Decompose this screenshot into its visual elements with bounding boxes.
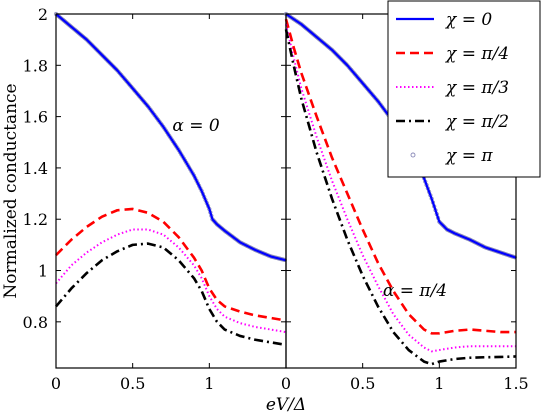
legend-box (387, 0, 541, 178)
series-chi-pi-marker (335, 53, 340, 58)
x-axis-label: eV/Δ (266, 395, 306, 415)
panel-alpha-pi4-label: α = π/4 (383, 281, 447, 301)
legend-item-chi-pi2: χ = π/2 (396, 112, 509, 132)
series-chi-pi4-panel-1 (284, 18, 516, 335)
series-chi-pi-marker (338, 56, 343, 61)
panel-alpha-0-label: α = 0 (172, 116, 220, 136)
series-chi-0-panel-0 (55, 13, 287, 262)
legend-label: χ = π/2 (445, 112, 509, 132)
legend-item-chi-pi4: χ = π/4 (396, 44, 509, 64)
legend-item-chi-pi: χ = π (410, 146, 493, 166)
series-chi-pi-marker (102, 55, 107, 60)
series-chi-pi-marker (332, 50, 337, 55)
y-tick-label: 1.4 (23, 159, 48, 178)
x-tick-label: 0.5 (120, 374, 145, 393)
series-chi-pi-marker (331, 48, 336, 54)
x-tick-label: 1.5 (503, 374, 528, 393)
legend-label: χ = π/4 (445, 44, 509, 64)
y-tick-label: 0.8 (23, 313, 48, 332)
legend-item-chi-0: χ = 0 (396, 10, 492, 30)
y-tick-label: 1.8 (23, 56, 48, 75)
legend-swatch (410, 152, 416, 158)
series-chi-pi-marker (339, 57, 344, 62)
series-chi-pi-marker (342, 60, 348, 66)
series-chi-pi-marker (110, 63, 115, 68)
y-tick-label: 2 (38, 5, 48, 24)
y-tick-labels: 2 1.8 1.6 1.4 1.2 1 0.8 (23, 5, 48, 332)
legend-label: χ = 0 (445, 10, 492, 30)
series-chi-pi-marker (333, 51, 338, 56)
y-tick-label: 1.2 (23, 210, 48, 229)
y-tick-label: 1.6 (23, 108, 48, 127)
series-chi-pi-marker (103, 56, 108, 61)
panel-alpha-0: 0 0.5 1 α = 0 (51, 11, 287, 393)
x-tick-label: 0 (281, 374, 291, 393)
x-tick-label: 1 (434, 374, 444, 393)
series-chi-pi4-panel-0 (55, 207, 287, 322)
legend-item-chi-pi3: χ = π/3 (396, 78, 509, 98)
series-chi-pi-marker (112, 65, 118, 71)
series-chi-pi-marker (106, 60, 112, 65)
series-chi-pi-marker (101, 54, 106, 59)
series-chi-pi2-panel-1 (284, 29, 517, 366)
legend-label: χ = π/3 (445, 78, 509, 98)
series-chi-pi-marker (99, 52, 105, 58)
legend: χ = 0 χ = π/4 χ = π/3 χ = π/2 χ = π (387, 0, 541, 178)
series-chi-pi-marker (104, 57, 109, 62)
series-chi-pi3-panel-1 (285, 24, 516, 353)
series-chi-pi-marker (109, 62, 114, 67)
series-chi-pi-marker (114, 67, 119, 72)
series-chi-pi-marker (111, 64, 116, 69)
y-tick-label: 1 (38, 262, 48, 281)
x-tick-label: 0.5 (350, 374, 375, 393)
legend-label: χ = π (445, 146, 493, 166)
series-chi-pi-marker (341, 59, 346, 64)
x-tick-label: 0 (51, 374, 61, 393)
x-tick-label: 1 (204, 374, 214, 393)
series-chi-pi-marker (340, 58, 345, 63)
series-chi-pi-marker (344, 62, 349, 67)
series-chi-pi-marker (336, 54, 342, 60)
series-chi-pi-marker (108, 61, 113, 66)
y-axis-label: Normalized conductance (1, 83, 21, 298)
series-chi-pi-marker (105, 58, 111, 64)
series-chi-pi2-panel-0 (55, 242, 287, 347)
series-chi-pi-marker (334, 52, 339, 57)
